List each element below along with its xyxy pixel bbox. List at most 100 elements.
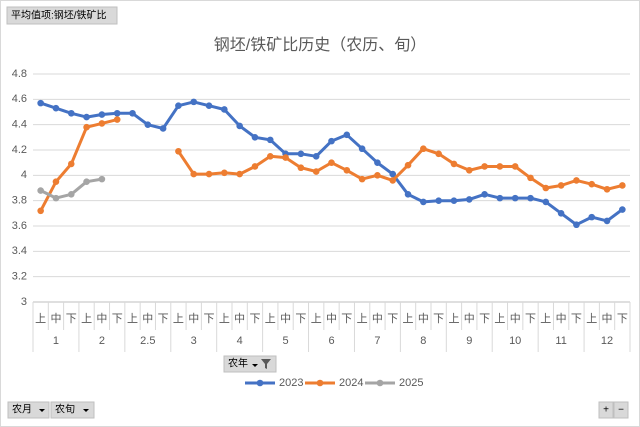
point [573,177,580,184]
point [37,99,44,107]
x-group-label: 12 [601,335,613,347]
legend-label: 2024 [339,377,363,389]
y-tick-label: 3.2 [12,271,27,283]
row-field-button[interactable]: 农旬 [50,401,95,419]
point [358,175,366,183]
y-tick-label: 4.4 [12,119,27,131]
x-tick-label: 上 [494,312,505,325]
x-tick-label: 下 [571,313,582,325]
point [190,98,198,106]
button-bg [613,401,629,419]
button-label: 农年 [228,357,248,370]
point [389,170,397,178]
button-label: 农旬 [55,403,75,416]
x-tick-label: 下 [433,313,444,325]
point [266,136,274,144]
point [52,194,60,202]
x-tick-label: 上 [127,312,138,325]
point [83,123,90,131]
point [557,182,565,189]
button-bg [50,401,95,419]
x-tick-label: 中 [556,312,567,325]
button-label: + [603,405,609,416]
point [175,147,182,155]
point [328,159,335,166]
point [374,172,381,179]
y-tick-label: 3.8 [12,195,27,207]
dropdown-icon [39,409,45,412]
point [527,194,534,202]
x-tick-label: 中 [326,312,337,325]
button-bg [598,401,614,419]
filter-button[interactable]: 农年 [223,355,277,373]
point [221,169,228,177]
point [389,177,397,184]
y-tick-label: 3.6 [12,220,27,232]
point [113,116,121,123]
x-group-label: 10 [509,335,521,347]
point [527,174,534,182]
y-tick-label: 4.6 [12,93,27,105]
x-tick-label: 上 [448,312,459,325]
dropdown-icon [252,364,258,367]
point [496,163,504,170]
point [98,111,106,118]
point [251,134,259,141]
point [465,166,473,174]
x-tick-label: 中 [280,312,291,325]
point [481,191,488,198]
point [282,154,289,161]
x-tick-label: 上 [173,312,184,325]
point [67,160,75,168]
point [588,180,596,188]
x-tick-label: 中 [602,312,613,325]
point [511,163,519,170]
x-group-label: 2.5 [140,335,155,347]
point [266,153,274,160]
button-bg [7,401,50,419]
point [511,194,519,202]
point [221,106,228,113]
x-group-label: 4 [237,335,243,347]
point [205,102,213,109]
x-tick-label: 上 [311,312,322,325]
legend-label: 2025 [399,377,423,389]
y-tick-label: 4.8 [12,68,27,80]
point [312,168,320,175]
value-field-button[interactable]: 平均值项:钢坯/铁矿比 [6,6,118,25]
button-label: − [618,405,624,416]
point [603,217,611,225]
point [175,102,182,109]
x-tick-label: 下 [341,313,352,325]
point [420,145,427,153]
point [113,109,121,117]
point [236,122,243,130]
point [37,187,44,194]
point [236,170,243,178]
x-tick-label: 下 [525,313,536,325]
point [465,196,473,203]
x-group-label: 7 [374,335,380,347]
y-tick-label: 3.4 [12,245,27,257]
point [435,150,442,158]
x-tick-label: 中 [96,312,107,325]
point [205,170,213,178]
point [83,113,90,121]
zoom-in-button[interactable]: + [598,401,614,419]
point [312,153,320,160]
zoom-out-button[interactable]: − [613,401,629,419]
x-tick-label: 下 [479,313,490,325]
x-tick-label: 下 [249,313,260,325]
row-field-button[interactable]: 农月 [7,401,50,419]
x-group-label: 6 [328,335,334,347]
x-group-label: 1 [53,335,59,347]
x-tick-label: 上 [265,312,276,325]
point [450,197,458,204]
x-group-label: 3 [191,335,197,347]
point [297,164,305,172]
legend-marker [256,379,264,387]
filter-icon [261,359,271,369]
point [404,161,412,169]
button-label: 农月 [12,403,32,416]
